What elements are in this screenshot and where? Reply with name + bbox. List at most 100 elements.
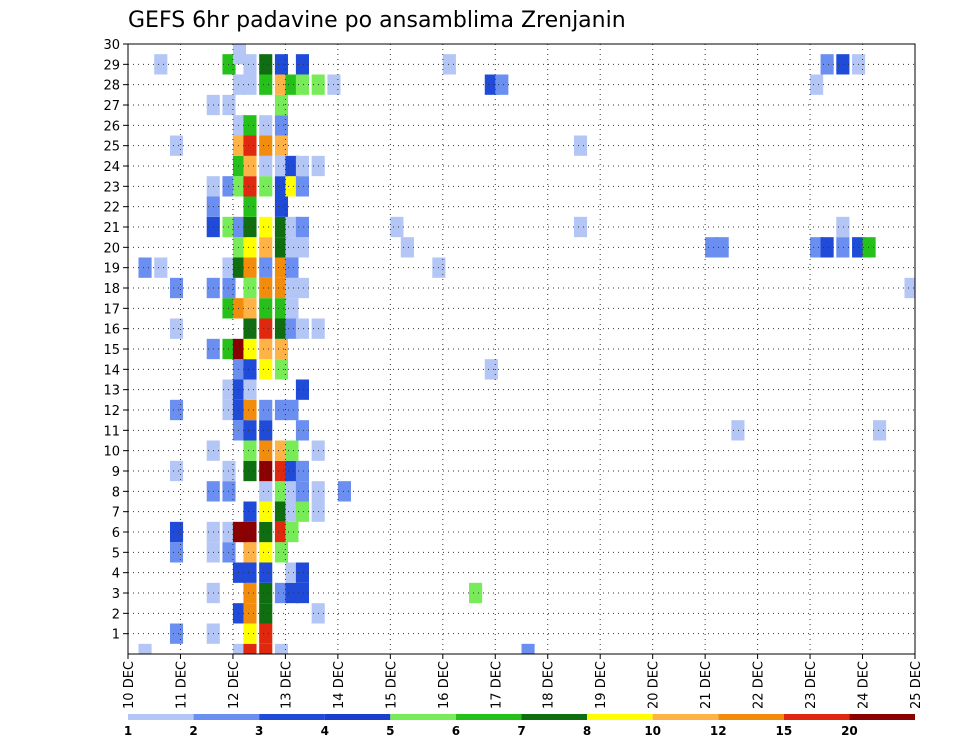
heatmap-cell (154, 257, 168, 278)
heatmap-cell (274, 338, 289, 360)
heatmap-cell (295, 216, 310, 238)
y-tick-label: 29 (103, 58, 120, 73)
colorbar-tick-label: 4 (321, 724, 329, 738)
heatmap-cell (259, 399, 273, 421)
heatmap-cell (285, 176, 299, 197)
colorbar-tick-label: 20 (841, 724, 858, 738)
heatmap-cell (295, 420, 310, 441)
colorbar-tick-label: 3 (255, 724, 263, 738)
colorbar-tick-label: 1 (124, 724, 132, 738)
colorbar-swatch (390, 714, 456, 720)
heatmap-cell (820, 54, 834, 75)
heatmap-cell (836, 237, 850, 258)
heatmap-cell (232, 643, 247, 654)
heatmap-cell (904, 277, 915, 299)
y-tick-label: 11 (103, 424, 120, 439)
colorbar-swatch (783, 714, 850, 720)
heatmap-cell (285, 298, 299, 319)
x-tick-label: 25 DEC (909, 661, 924, 709)
heatmap-cell (169, 135, 184, 156)
heatmap-cell (295, 501, 310, 522)
heatmap-cell (274, 155, 289, 177)
x-tick-label: 23 DEC (804, 661, 819, 709)
colorbar-swatch (455, 714, 522, 720)
heatmap-cell (274, 94, 289, 116)
y-tick-label: 8 (112, 485, 120, 500)
heatmap-cell (274, 399, 289, 421)
x-tick-label: 22 DEC (752, 661, 767, 709)
y-tick-label: 28 (103, 79, 120, 94)
heatmap-cell (274, 135, 289, 156)
heatmap-cell (232, 74, 247, 95)
heatmap-cell (285, 155, 299, 177)
heatmap-cell (243, 562, 257, 583)
y-tick-label: 7 (112, 506, 120, 521)
y-tick-label: 21 (103, 221, 120, 236)
heatmap-cell (232, 298, 247, 319)
x-tick-label: 11 DEC (174, 661, 189, 709)
y-tick-label: 9 (112, 465, 120, 480)
heatmap-cell (295, 562, 310, 583)
heatmap-cell (138, 643, 152, 654)
heatmap-cell (295, 481, 310, 502)
heatmap-cell (274, 298, 289, 319)
heatmap-cell (259, 582, 273, 604)
colorbar-tick-label: 15 (775, 724, 792, 738)
heatmap-cell (274, 237, 289, 258)
heatmap-cell (232, 603, 247, 624)
x-tick-label: 19 DEC (594, 661, 609, 709)
y-tick-label: 13 (103, 384, 120, 399)
y-tick-label: 27 (103, 99, 120, 114)
heatmap-cell (259, 501, 273, 522)
x-tick-label: 16 DEC (437, 661, 452, 709)
heatmap-cell (521, 643, 535, 654)
heatmap-cell (243, 318, 257, 339)
heatmap-cell (169, 318, 184, 339)
heatmap-cell (232, 399, 247, 421)
y-tick-label: 14 (103, 363, 120, 378)
heatmap-cell (259, 74, 273, 95)
heatmap-cell (274, 582, 289, 604)
heatmap-cell (295, 237, 310, 258)
y-axis-ticks: 1234567891011121314151617181920212223242… (103, 38, 128, 643)
colorbar-swatch (587, 714, 653, 720)
heatmap-cell (243, 359, 257, 380)
colorbar-tick-label: 12 (710, 724, 727, 738)
y-tick-label: 2 (112, 607, 120, 622)
heatmap-cell (285, 277, 299, 299)
y-tick-label: 23 (103, 180, 120, 195)
heatmap-cell (259, 318, 273, 339)
heatmap-cell (259, 481, 273, 502)
heatmap-cell (274, 481, 289, 502)
heatmap-cell (285, 399, 299, 421)
heatmap-cell (810, 237, 824, 258)
heatmap-cell (285, 562, 299, 583)
heatmap-cell (285, 216, 299, 238)
x-tick-label: 13 DEC (279, 661, 294, 709)
y-tick-label: 10 (103, 445, 120, 460)
heatmap-cell (232, 115, 247, 136)
heatmap-cell (295, 582, 310, 604)
heatmap-cell (243, 298, 257, 319)
heatmap-cell (259, 155, 273, 177)
heatmap-cell (274, 440, 289, 461)
heatmap-cell (274, 460, 289, 482)
heatmap-cell (232, 257, 247, 278)
heatmap-cell (862, 237, 876, 258)
heatmap-cell (243, 643, 257, 654)
heatmap-cell (285, 257, 299, 278)
heatmap-cell (243, 521, 257, 543)
colorbar-swatch (259, 714, 325, 720)
heatmap-cell (705, 237, 719, 258)
heatmap-cell (274, 542, 289, 563)
grid-lines (128, 44, 915, 654)
y-tick-label: 12 (103, 404, 120, 419)
heatmap-cell (154, 54, 168, 75)
colorbar-tick-label: 8 (583, 724, 591, 738)
heatmap-cell (138, 257, 152, 278)
heatmap-cell (259, 298, 273, 319)
heatmap-cell (573, 216, 588, 238)
heatmap-cell (259, 562, 273, 583)
heatmap-cell (243, 155, 257, 177)
colorbar-tick-label: 5 (386, 724, 394, 738)
